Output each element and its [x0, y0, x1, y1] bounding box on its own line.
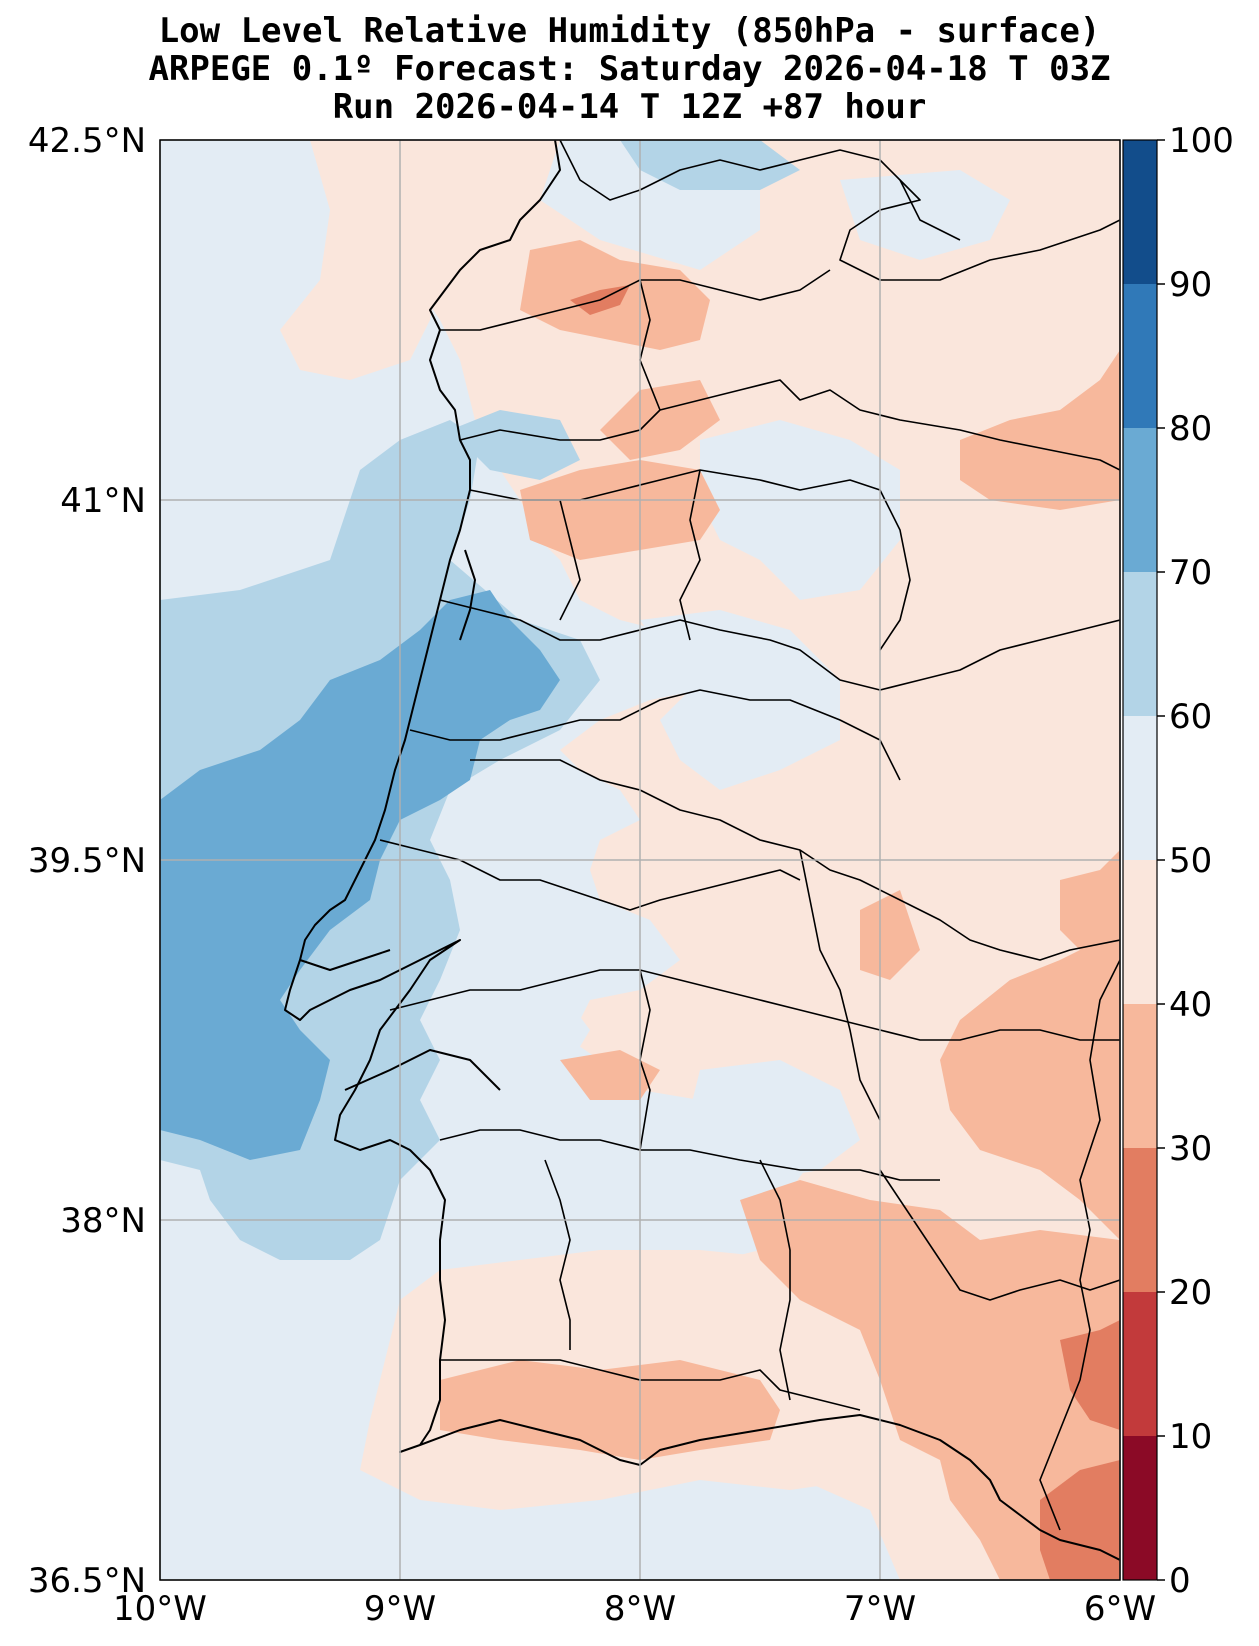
land-50-60-patch-mid [640, 610, 840, 790]
district-line-12 [759, 1159, 791, 1401]
lagoon [459, 549, 476, 641]
land-50-60-patch-south [690, 1060, 860, 1180]
border-east-spain [1039, 959, 1120, 1531]
colorbar: 0 10 20 30 40 50 60 70 80 90 100 [1122, 121, 1234, 1601]
land-50-60-patch-ne [840, 170, 1010, 260]
lat-tick-label-1: 41°N [60, 481, 146, 521]
colorbar-segment-4 [1123, 860, 1157, 1004]
district-line-5 [409, 689, 901, 781]
lon-tick-label-2: 8°W [604, 1589, 676, 1629]
lat-tick-label-3: 38°N [60, 1201, 146, 1241]
colorbar-segment-6 [1123, 572, 1157, 716]
land-50-60-patch-east [700, 420, 900, 600]
colorbar-segment-1 [1123, 1292, 1157, 1436]
longitude-axis: 10°W 9°W 8°W 7°W 6°W [113, 1589, 1156, 1629]
field-70-80 [160, 590, 560, 1160]
field-30-40-mid [560, 1050, 660, 1100]
lat-tick-label-4: 36.5°N [28, 1561, 146, 1601]
field-30-40-e2 [860, 890, 920, 980]
river-mouth-1 [344, 1049, 501, 1091]
colorbar-tick-label-5: 50 [1169, 841, 1212, 881]
lon-tick-label-1: 9°W [364, 1589, 436, 1629]
title-line-1: Low Level Relative Humidity (850hPa - su… [158, 11, 1101, 51]
colorbar-tick-label-4: 40 [1169, 985, 1212, 1025]
district-line-19 [639, 279, 661, 411]
lat-tick-label-2: 39.5°N [28, 841, 146, 881]
colorbar-segment-2 [1123, 1148, 1157, 1292]
plot-frame [159, 139, 1121, 1581]
field-30-40-mid-n [600, 380, 720, 460]
colorbar-segment-5 [1123, 716, 1157, 860]
colorbar-tick-label-6: 60 [1169, 697, 1212, 737]
lat-tick-label-0: 42.5°N [28, 121, 146, 161]
colorbar-segment-0 [1123, 1436, 1157, 1580]
district-line-4 [439, 599, 1120, 691]
offshore-40-50-north [280, 140, 560, 380]
lon-tick-label-4: 6°W [1084, 1589, 1156, 1629]
field-30-40-se [740, 1180, 1120, 1580]
field-30-40-east3 [1060, 850, 1120, 950]
west-coastline [284, 140, 1120, 1561]
colorbar-tick-label-10: 100 [1169, 121, 1234, 161]
lon-tick-label-0: 10°W [113, 1589, 207, 1629]
field-60-70-north [450, 410, 580, 480]
coastline [284, 140, 1120, 1561]
colorbar-tick-label-8: 80 [1169, 409, 1212, 449]
district-line-13 [879, 1169, 1120, 1301]
district-line-9 [439, 1129, 940, 1181]
field-30-40-band-north2 [520, 460, 720, 560]
colorbar-segment-7 [1123, 428, 1157, 572]
latitude-axis: 42.5°N 41°N 39.5°N 38°N 36.5°N [28, 121, 146, 1601]
colorbar-segment-9 [1123, 140, 1157, 284]
district-line-2 [459, 379, 1120, 471]
title-line-2: ARPEGE 0.1º Forecast: Saturday 2026-04-1… [148, 49, 1111, 89]
colorbar-tick-label-7: 70 [1169, 553, 1212, 593]
colorbar-tick-label-9: 90 [1169, 265, 1212, 305]
field-30-40-east [940, 930, 1120, 1240]
field-30-40-south [440, 1360, 780, 1460]
colorbar-tick-label-1: 10 [1169, 1417, 1212, 1457]
colorbar-segment-8 [1123, 284, 1157, 428]
colorbar-tick-label-2: 20 [1169, 1273, 1212, 1313]
colorbar-tick-label-3: 30 [1169, 1129, 1212, 1169]
district-line-8 [389, 969, 1120, 1041]
district-line-15 [899, 179, 961, 241]
colorbar-tick-label-0: 0 [1169, 1561, 1191, 1601]
title-line-3: Run 2026-04-14 T 12Z +87 hour [332, 87, 927, 127]
district-line-18 [879, 489, 911, 651]
district-line-14 [799, 849, 881, 1121]
river-mouth-2 [299, 949, 391, 971]
lon-tick-label-3: 7°W [844, 1589, 916, 1629]
colorbar-segment-3 [1123, 1004, 1157, 1148]
district-line-17 [679, 469, 701, 641]
field-30-40-ne [960, 350, 1120, 510]
district-line-11 [440, 1359, 861, 1411]
district-line-10 [544, 1159, 571, 1350]
district-line-16 [559, 499, 581, 621]
field-20-30-se [1060, 1320, 1120, 1430]
